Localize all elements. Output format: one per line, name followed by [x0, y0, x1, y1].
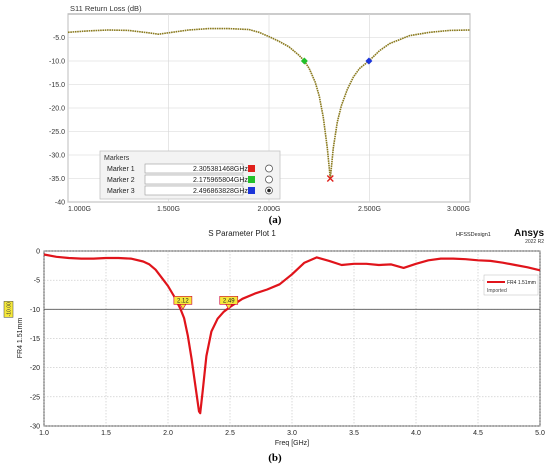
x-tick-label: 2.5	[225, 430, 235, 437]
chart-b: S Parameter Plot 1 HFSSDesign1 Ansys 202…	[3, 228, 545, 464]
y-tick-label: -25.0	[49, 129, 65, 136]
series-b	[43, 253, 541, 415]
x-tick-label: 1.5	[101, 430, 111, 437]
x-tick-label: 2.000G	[258, 206, 281, 213]
marker-2-radio[interactable]	[265, 175, 273, 184]
y-tick-label: 0	[36, 249, 40, 256]
marker-2-color-swatch	[248, 176, 255, 183]
marker-2-value: 2.175965804GHz	[193, 177, 248, 184]
marker-label: 2.49	[223, 298, 235, 304]
x-tick-label: 5.0	[535, 430, 545, 437]
marker-point[interactable]	[300, 57, 308, 65]
y-tick-label: -20.0	[49, 106, 65, 113]
brand-logo: Ansys	[514, 228, 544, 239]
chart-a: -5.0 -10.0 -15.0 -20.0 -25.0 -30.0 -35.0 -40 1.…	[49, 4, 471, 226]
y-tick-label: -35.0	[49, 176, 65, 183]
x-tick-label: 4.5	[473, 430, 483, 437]
x-tick-label: 1.0	[39, 430, 49, 437]
marker-1-radio[interactable]	[265, 164, 273, 173]
reference-line-tag: -10.00	[3, 301, 14, 318]
marker-2-name: Marker 2	[107, 177, 135, 184]
grid-b	[43, 250, 541, 427]
marker-1-value: 2.305381468GHz	[193, 166, 248, 173]
series-line	[43, 253, 541, 415]
y-axis-a: -5.0 -10.0 -15.0 -20.0 -25.0 -30.0 -35.0 -40	[49, 35, 65, 207]
panel-b-label: (b)	[268, 452, 282, 464]
design-label: HFSSDesign1	[456, 232, 491, 238]
marker-point[interactable]	[326, 175, 334, 182]
marker-row-2[interactable]: Marker 2 2.175965804GHz	[107, 174, 273, 185]
panel-a-label: (a)	[269, 214, 282, 226]
marker-1-name: Marker 1	[107, 166, 135, 173]
markers-panel: Markers Marker 1 2.305381468GHz Marker 2…	[99, 150, 281, 200]
y-tick-label: -30.0	[49, 153, 65, 160]
marker-label: 2.12	[177, 298, 189, 304]
markers-b: 2.12 2.49	[173, 296, 239, 310]
version-label: 2022 R2	[525, 239, 544, 245]
y-tick-label: -15.0	[49, 82, 65, 89]
marker-1-color-swatch	[248, 165, 255, 172]
marker-3-radio-dot	[267, 188, 271, 193]
x-axis-b: 1.0 1.5 2.0 2.5 3.0 3.5 4.0 4.5 5.0	[39, 430, 545, 437]
y-tick-label: -5	[34, 278, 40, 285]
y-tick-label: -30	[30, 424, 40, 431]
marker-point[interactable]	[365, 57, 373, 65]
markers-a	[300, 57, 373, 182]
y-tick-label: -15	[30, 336, 40, 343]
markers-panel-title: Markers	[104, 155, 130, 162]
y-tick-label: -10	[30, 307, 40, 314]
x-tick-label: 3.5	[349, 430, 359, 437]
y-tick-label: -25	[30, 394, 40, 401]
marker-3-name: Marker 3	[107, 188, 135, 195]
legend-subtitle: Imported	[487, 288, 507, 294]
legend-b: FR4 1.51mm Imported	[483, 274, 539, 296]
marker-tag[interactable]: 2.49	[219, 296, 239, 310]
x-axis-a: 1.000G 1.500G 2.000G 2.500G 3.000G	[68, 206, 470, 213]
y-tick-label: -20	[30, 365, 40, 372]
legend-entry: FR4 1.51mm	[507, 280, 536, 286]
x-tick-label: 2.500G	[358, 206, 381, 213]
reference-line-label: -10.00	[7, 302, 13, 316]
chart-a-title: S11 Return Loss (dB)	[70, 4, 142, 13]
marker-3-color-swatch	[248, 187, 255, 194]
marker-row-1[interactable]: Marker 1 2.305381468GHz	[107, 163, 273, 174]
marker-tag[interactable]: 2.12	[173, 296, 193, 310]
marker-row-3[interactable]: Marker 3 2.496863828GHz	[107, 185, 273, 196]
y-tick-label: -5.0	[53, 35, 65, 42]
chart-b-title: S Parameter Plot 1	[208, 229, 276, 238]
x-tick-label: 3.000G	[447, 206, 470, 213]
y-tick-label: -10.0	[49, 59, 65, 66]
x-tick-label: 4.0	[411, 430, 421, 437]
x-axis-label-b: Freq [GHz]	[275, 440, 309, 447]
marker-3-value: 2.496863828GHz	[193, 188, 248, 195]
y-axis-b: 0 -5 -10 -15 -20 -25 -30	[30, 249, 40, 431]
y-tick-label: -40	[55, 200, 65, 207]
x-tick-label: 1.000G	[68, 206, 91, 213]
x-tick-label: 1.500G	[157, 206, 180, 213]
y-axis-label-b: FR4 1.51mm	[17, 318, 24, 359]
x-tick-label: 2.0	[163, 430, 173, 437]
x-tick-label: 3.0	[287, 430, 297, 437]
